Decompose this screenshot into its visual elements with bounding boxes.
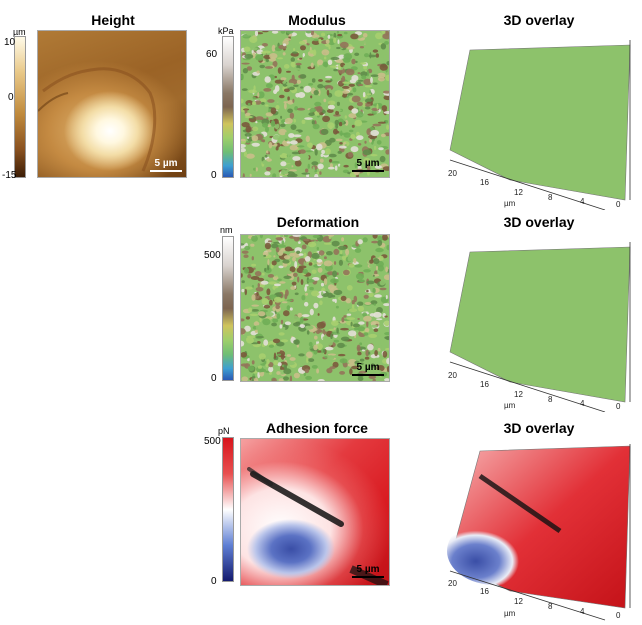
modulus-tick-top: 60 bbox=[206, 49, 218, 60]
modulus-overlay-surface bbox=[449, 44, 631, 201]
adhesion-scalebar-line bbox=[352, 576, 384, 578]
adhesion-overlay-x-label: µm bbox=[504, 609, 516, 618]
adhesion-overlay-x-tick-20: 20 bbox=[448, 579, 457, 588]
adhesion-scalebar: 5 µm bbox=[352, 564, 384, 578]
modulus-scalebar: 5 µm bbox=[352, 158, 384, 172]
adhesion-overlay-x-axis bbox=[449, 570, 606, 621]
modulus-overlay-x-tick-8: 8 bbox=[548, 193, 553, 202]
deformation-overlay-x-tick-12: 12 bbox=[514, 390, 523, 399]
height-title: Height bbox=[91, 12, 135, 28]
modulus-overlay-x-tick-20: 20 bbox=[448, 169, 457, 178]
adhesion-overlay-x-tick-16: 16 bbox=[480, 587, 489, 596]
height-scalebar-label: 5 µm bbox=[154, 158, 178, 169]
deformation-scalebar-line bbox=[352, 374, 384, 376]
deformation-scalebar-label: 5 µm bbox=[356, 362, 380, 373]
deformation-tick-bottom: 0 bbox=[211, 373, 217, 384]
mechanical-texture bbox=[241, 31, 389, 177]
modulus-title: Modulus bbox=[288, 12, 346, 28]
deformation-overlay-x-tick-8: 8 bbox=[548, 395, 553, 404]
adhesion-tick-top: 500 bbox=[204, 436, 221, 447]
deformation-colorbar bbox=[222, 236, 234, 381]
deformation-title: Deformation bbox=[276, 214, 360, 230]
adhesion-title: Adhesion force bbox=[266, 420, 368, 436]
adhesion-overlay-x-tick-4: 4 bbox=[580, 607, 585, 616]
deformation-overlay-x-label: µm bbox=[504, 401, 516, 410]
modulus-tick-bottom: 0 bbox=[211, 170, 217, 181]
modulus-overlay-y-tick-0: 0 bbox=[616, 200, 621, 209]
deformation-map bbox=[240, 234, 390, 382]
adhesion-scalebar-label: 5 µm bbox=[356, 564, 380, 575]
modulus-overlay-x-axis bbox=[449, 159, 606, 210]
height-tick-bottom: -15 bbox=[2, 170, 17, 181]
height-tick-top: 10 bbox=[4, 37, 16, 48]
adhesion-map bbox=[240, 438, 390, 586]
adhesion-overlay-dark-streak bbox=[478, 473, 562, 534]
deformation-overlay-x-tick-16: 16 bbox=[480, 380, 489, 389]
modulus-colorbar bbox=[222, 36, 234, 178]
adhesion-overlay-x-tick-12: 12 bbox=[514, 597, 523, 606]
deformation-scalebar: 5 µm bbox=[352, 362, 384, 376]
mechanical-texture bbox=[241, 235, 389, 381]
height-scalebar-line bbox=[150, 170, 182, 172]
height-tick-mid: 0 bbox=[8, 92, 14, 103]
modulus-unit: kPa bbox=[218, 26, 234, 36]
adhesion-unit: pN bbox=[218, 426, 230, 436]
modulus-overlay-x-tick-12: 12 bbox=[514, 188, 523, 197]
adhesion-overlay-y-tick-0: 0 bbox=[616, 611, 621, 620]
adhesion-overlay-3d: 20 16 12 8 4 µm 0 bbox=[447, 444, 631, 621]
adhesion-overlay-title: 3D overlay bbox=[503, 420, 575, 436]
height-scalebar: 5 µm bbox=[150, 158, 182, 172]
deformation-overlay-surface bbox=[449, 246, 631, 403]
adhesion-overlay-x-tick-8: 8 bbox=[548, 602, 553, 611]
height-colorbar bbox=[14, 36, 26, 178]
modulus-map bbox=[240, 30, 390, 178]
deformation-overlay-x-tick-20: 20 bbox=[448, 371, 457, 380]
modulus-scalebar-line bbox=[352, 170, 384, 172]
deformation-overlay-x-tick-4: 4 bbox=[580, 399, 585, 408]
adhesion-tick-bottom: 0 bbox=[211, 576, 217, 587]
height-unit: µm bbox=[13, 27, 26, 37]
modulus-overlay-title: 3D overlay bbox=[503, 12, 575, 28]
deformation-tick-top: 500 bbox=[204, 250, 221, 261]
deformation-overlay-title: 3D overlay bbox=[503, 214, 575, 230]
deformation-overlay-y-tick-0: 0 bbox=[616, 402, 621, 411]
modulus-overlay-x-tick-4: 4 bbox=[580, 197, 585, 206]
deformation-overlay-3d: 20 16 12 8 4 µm 0 bbox=[448, 242, 631, 412]
adhesion-overlay-blue-region bbox=[447, 517, 543, 585]
height-ridge-lines bbox=[38, 67, 157, 172]
adhesion-colorbar bbox=[222, 437, 234, 582]
modulus-overlay-x-label: µm bbox=[504, 199, 516, 208]
modulus-overlay-3d: 20 16 12 8 4 µm 0 bbox=[448, 40, 631, 210]
modulus-overlay-x-tick-16: 16 bbox=[480, 178, 489, 187]
modulus-scalebar-label: 5 µm bbox=[356, 158, 380, 169]
deformation-unit: nm bbox=[220, 225, 233, 235]
height-map bbox=[37, 30, 187, 178]
deformation-overlay-x-axis bbox=[449, 361, 606, 412]
